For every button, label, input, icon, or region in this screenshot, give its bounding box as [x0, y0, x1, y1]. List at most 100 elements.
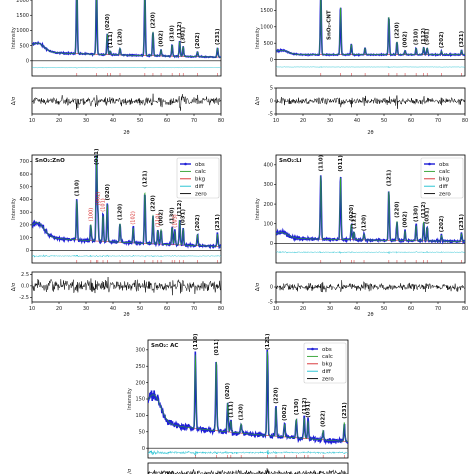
peak-label: (002)	[403, 211, 409, 228]
y-tick-label: 0	[270, 57, 273, 63]
diff-y-tick-label: 0	[270, 285, 273, 291]
x-axis-label: 2θ	[367, 130, 373, 136]
diff-line	[276, 250, 465, 255]
legend-marker-obs	[311, 347, 314, 351]
y-tick-label: 1000	[260, 25, 273, 31]
y-axis-label: Intensity	[255, 198, 261, 220]
y-tick-label: 1500	[16, 13, 29, 19]
legend-entry-calc: calc	[439, 169, 450, 175]
peak-label: (130)	[414, 205, 420, 222]
x-tick-label: 10	[273, 306, 279, 312]
y-tick-label: 200	[263, 202, 273, 208]
x-tick-label: 40	[110, 118, 116, 124]
x-tick-label: 30	[83, 118, 89, 124]
residual-frame	[31, 87, 222, 115]
chart-panel-1: 0 500 1000 1500 2000 10 20 30 40 50 60 70 80 Intensit…	[11, 0, 224, 136]
peak-label: (100)	[88, 208, 94, 221]
obs-series	[32, 0, 221, 59]
calc-series	[32, 0, 221, 58]
peak-label: (301)	[425, 28, 431, 45]
y-axis-label: Intensity	[11, 27, 17, 49]
peak-label: (101)	[101, 198, 107, 211]
obs-series	[148, 349, 348, 446]
peak-label: (220)	[394, 22, 400, 39]
legend-marker-obs	[428, 162, 431, 166]
peak-label: (220)	[150, 11, 156, 28]
peak-label: (220)	[394, 201, 400, 218]
y-tick-label: 400	[263, 163, 273, 169]
plot-area	[148, 349, 348, 458]
diff-y-tick-label: -5	[268, 112, 273, 118]
peak-label: (111)	[352, 212, 358, 229]
legend-box	[303, 342, 347, 384]
x-tick-label: 60	[164, 306, 170, 312]
x-tick-label: 10	[273, 118, 279, 124]
diff-y-tick-label: -2.5	[19, 295, 29, 301]
x-tick-label: 60	[408, 118, 414, 124]
x-tick-label: 50	[381, 306, 387, 312]
y-tick-label: 0	[26, 59, 29, 65]
peak-label: (002)	[95, 192, 101, 205]
legend-entry-zero: zero	[439, 191, 451, 197]
x-axis-label: 2θ	[123, 130, 129, 136]
peak-label: (031)	[306, 401, 312, 418]
residual-series	[31, 93, 222, 111]
peak-label: (310)	[170, 25, 176, 42]
plot-frame	[31, 0, 222, 77]
y-axis-label: Intensity	[127, 388, 133, 410]
legend-entry-diff: diff	[322, 369, 331, 375]
panel-title: SnO₂: AC	[151, 343, 178, 349]
peak-label: (120)	[239, 403, 245, 420]
y-tick-label: 200	[19, 223, 29, 229]
y-tick-label: 50	[139, 429, 145, 435]
plot-area	[276, 175, 465, 263]
x-tick-label: 40	[354, 306, 360, 312]
legend-entry-diff: diff	[439, 184, 448, 190]
plot-area	[32, 155, 221, 263]
peak-label: (112)	[421, 201, 427, 218]
x-tick-label: 80	[462, 118, 468, 124]
y-tick-label: 600	[19, 172, 29, 178]
peak-label: (110)	[318, 154, 324, 171]
legend-marker-obs	[184, 162, 187, 166]
diff-y-tick-label: 2.5	[21, 272, 29, 278]
legend-box	[420, 157, 464, 199]
peak-label: (020)	[349, 204, 355, 221]
x-tick-label: 30	[83, 306, 89, 312]
calc-series	[276, 175, 465, 242]
peak-label: (112)	[421, 27, 427, 44]
peak-label: (130)	[170, 207, 176, 224]
diff-y-axis-label: Δ/σ	[255, 282, 261, 291]
peak-label: (011)	[214, 339, 220, 356]
y-tick-label: 500	[19, 43, 29, 49]
y-tick-label: 200	[135, 380, 145, 386]
peak-label: (220)	[274, 387, 280, 404]
x-tick-label: 50	[381, 118, 387, 124]
peak-label: (120)	[118, 203, 124, 220]
peak-label: (002)	[282, 404, 288, 421]
peak-label: (020)	[105, 184, 111, 201]
peak-label: (130)	[294, 398, 300, 415]
peak-label: (022)	[321, 410, 327, 427]
peak-label: (011)	[94, 148, 100, 165]
peak-label: (231)	[215, 214, 221, 231]
x-tick-label: 80	[218, 118, 224, 124]
residual-series	[275, 94, 466, 109]
y-tick-label: 250	[135, 364, 145, 370]
peak-label: (002)	[159, 209, 165, 226]
peak-label: (111)	[228, 401, 234, 418]
calc-series	[32, 155, 221, 247]
x-tick-label: 60	[408, 306, 414, 312]
legend-entry-bkg: bkg	[322, 362, 332, 368]
peak-label: (031)	[181, 209, 187, 226]
peak-label: (020)	[225, 382, 231, 399]
panel-title: SnO₂:ZnO	[35, 158, 65, 164]
x-tick-label: 20	[300, 306, 306, 312]
peak-label: (202)	[439, 31, 445, 48]
y-tick-label: 300	[19, 210, 29, 216]
diff-y-axis-label: Δ/σ	[127, 468, 133, 474]
chart-panel-2: 0 500 1000 1500 -5 0 5 10 20 30 40 50 60 70 80 Intensit…	[255, 0, 468, 136]
x-tick-label: 80	[218, 306, 224, 312]
diff-y-axis-label: Δ/σ	[11, 282, 17, 291]
